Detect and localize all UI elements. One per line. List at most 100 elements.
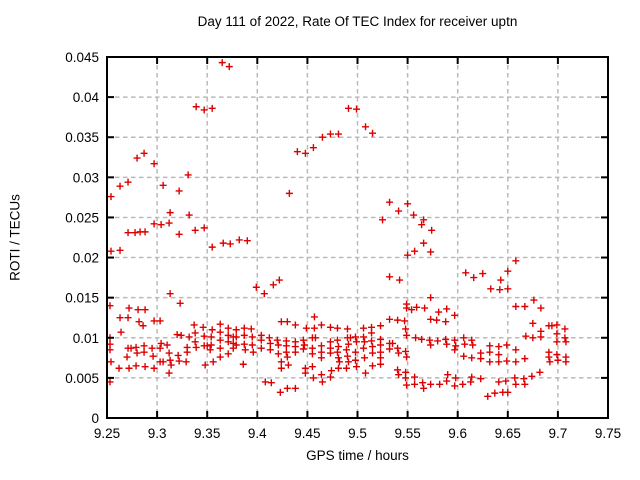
data-point	[427, 248, 435, 256]
data-point	[362, 369, 370, 377]
data-point	[265, 334, 273, 342]
data-point	[208, 243, 216, 251]
data-point	[334, 364, 342, 372]
data-point	[484, 392, 492, 400]
data-point	[561, 334, 569, 342]
data-point	[291, 384, 299, 392]
data-point	[394, 366, 402, 374]
data-point	[360, 324, 368, 332]
data-point	[133, 349, 141, 357]
data-point	[418, 221, 426, 229]
data-point	[200, 224, 208, 232]
data-point	[403, 381, 411, 389]
data-point	[216, 328, 224, 336]
data-point	[141, 228, 149, 236]
grid-layer	[107, 57, 608, 418]
data-point	[361, 354, 369, 362]
data-point	[157, 339, 165, 347]
data-point	[521, 302, 529, 310]
data-point	[443, 377, 451, 385]
data-point	[346, 334, 354, 342]
x-tick-label: 9.6	[448, 426, 467, 441]
data-point	[411, 380, 419, 388]
data-point	[326, 373, 334, 381]
data-point	[299, 336, 307, 344]
data-point	[451, 336, 459, 344]
data-point	[352, 338, 360, 346]
y-tick-label: 0.045	[65, 50, 99, 65]
data-point	[427, 315, 435, 323]
data-point	[327, 367, 335, 375]
data-point	[173, 331, 181, 339]
data-point	[521, 380, 529, 388]
data-point	[468, 336, 476, 344]
data-point	[486, 342, 494, 350]
data-point	[468, 373, 476, 381]
data-point	[394, 316, 402, 324]
data-point	[240, 340, 248, 348]
x-tick-label: 9.4	[248, 426, 267, 441]
data-point	[124, 178, 132, 186]
data-point	[311, 334, 319, 342]
x-tick-label: 9.75	[595, 426, 621, 441]
data-point	[277, 358, 285, 366]
data-point	[351, 356, 359, 364]
data-point	[185, 333, 193, 341]
data-point	[107, 358, 115, 366]
data-point	[451, 311, 459, 319]
data-point	[226, 240, 234, 248]
data-point	[434, 337, 442, 345]
data-point	[428, 226, 436, 234]
data-point	[310, 324, 318, 332]
data-point	[361, 338, 369, 346]
data-point	[477, 375, 485, 383]
data-point	[132, 343, 140, 351]
data-point	[495, 343, 503, 351]
data-point	[240, 324, 248, 332]
data-point	[377, 360, 385, 368]
data-point	[344, 104, 352, 112]
data-point	[404, 251, 412, 259]
data-point	[149, 352, 157, 360]
data-point	[403, 331, 411, 339]
data-point	[334, 343, 342, 351]
data-point	[277, 318, 285, 326]
data-point	[503, 357, 511, 365]
data-point	[326, 323, 334, 331]
data-point	[282, 342, 290, 350]
data-point	[257, 344, 265, 352]
data-point	[553, 321, 561, 329]
data-point	[167, 361, 175, 369]
data-point	[396, 276, 404, 284]
data-point	[309, 374, 317, 382]
data-point	[402, 325, 410, 333]
data-point	[410, 211, 418, 219]
data-point	[191, 226, 199, 234]
data-point	[274, 341, 282, 349]
data-point	[116, 246, 124, 254]
data-point	[467, 378, 475, 386]
data-point	[232, 326, 240, 334]
data-point	[528, 372, 536, 380]
data-point	[261, 378, 269, 386]
data-point	[267, 379, 275, 387]
data-point	[159, 358, 167, 366]
data-point	[283, 318, 291, 326]
data-point	[443, 340, 451, 348]
x-axis-label: GPS time / hours	[306, 448, 409, 463]
data-point	[411, 247, 419, 255]
data-point	[185, 211, 193, 219]
data-point	[412, 334, 420, 342]
data-point	[369, 362, 377, 370]
data-point	[403, 353, 411, 361]
data-point	[277, 364, 285, 372]
data-point	[115, 364, 123, 372]
data-point	[413, 303, 421, 311]
data-point	[165, 369, 173, 377]
data-point	[561, 325, 569, 333]
data-point	[266, 346, 274, 354]
data-point	[521, 355, 529, 363]
data-point	[274, 350, 282, 358]
data-point	[224, 324, 232, 332]
data-point	[536, 368, 544, 376]
